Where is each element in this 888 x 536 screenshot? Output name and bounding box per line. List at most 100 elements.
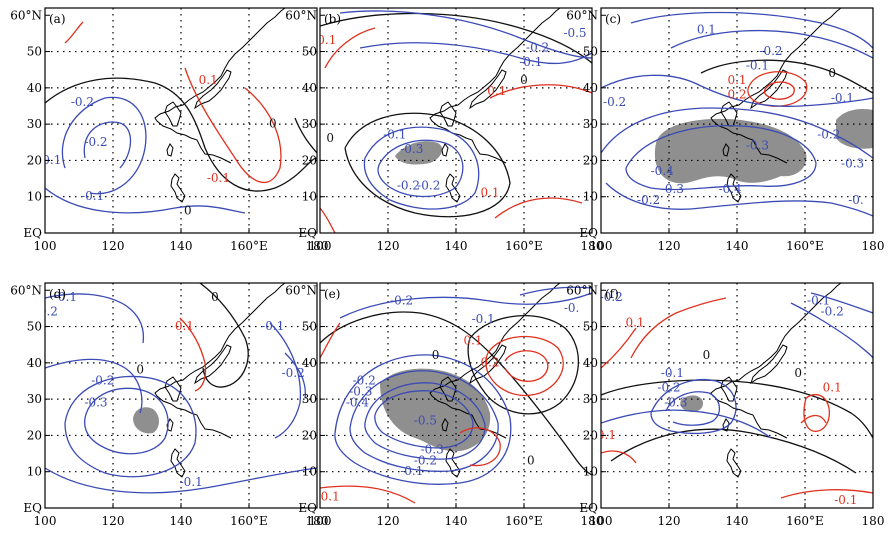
x-tick-label: 120 [658, 514, 681, 528]
contour-line-positive [601, 327, 637, 369]
contour-label: -0.3 [349, 384, 372, 398]
y-tick-label: EQ [23, 226, 42, 240]
contour-label: 0.2 [727, 88, 746, 102]
tick-marks-f [600, 289, 874, 509]
coastline-segment [194, 344, 232, 384]
panel-a: 0.1 -0.2 -0.2 0.1 -0.1 0 0 -0.1 (a) 100 120 140 160°… [10, 7, 328, 253]
x-tick-label: 160°E [230, 239, 268, 253]
contour-label: -0.1 [54, 290, 77, 304]
x-tick-label: 160°E [505, 239, 543, 253]
contours-c [601, 11, 873, 217]
panel-e: -0.2-0.1-0.0.10.20-0.2-0.3-0.4-0.5-0.3-0… [285, 282, 603, 528]
contour-label: 0 [520, 73, 528, 87]
contour-line-positive [630, 297, 727, 359]
grid-a [45, 8, 317, 233]
shaded-region-c-2 [836, 109, 873, 149]
x-tick-label: 140 [726, 514, 749, 528]
y-tick-label: 30 [302, 392, 317, 406]
y-tick-label: 50 [583, 45, 598, 59]
contour-label: 0.1 [175, 319, 194, 333]
x-tick-label: 160°E [786, 239, 824, 253]
contour-label: -0.3 [841, 157, 864, 171]
contour-label: -0.1 [180, 475, 203, 489]
contour-label: 0.1 [697, 22, 716, 36]
panel-c: 0.1-0.2-0.100.10.2-0.2 -0.1-0.3-0.4-0.4-0… [566, 7, 884, 253]
contour-label: -0.2 [414, 453, 437, 467]
y-tick-label: 10 [302, 465, 317, 479]
contour-line-zero [45, 77, 317, 192]
tick-marks-b [319, 14, 593, 234]
panel-label: (d) [49, 287, 66, 301]
contour-label: -0.1 [834, 493, 857, 507]
contour-line-positive [320, 322, 341, 359]
contour-label: -0.1 [400, 464, 423, 478]
y-tick-label: 60°N [566, 283, 598, 297]
contour-label: -0.2 [657, 381, 680, 395]
y-tick-label: 50 [302, 320, 317, 334]
y-tick-label: 40 [302, 356, 317, 370]
x-tick-label: 180 [862, 514, 885, 528]
contour-label: 0.1 [487, 84, 506, 98]
contour-label: -0.3 [746, 138, 769, 152]
y-tick-label: 40 [27, 81, 42, 95]
plot-area-a: 0.1 -0.2 -0.2 0.1 -0.1 0 0 -0.1 [45, 8, 317, 233]
contour-line-negative [45, 467, 317, 494]
contour-label: 0 [527, 453, 535, 467]
panel-label: (b) [324, 12, 341, 26]
coastline-segment [170, 173, 186, 203]
contour-line-positive [320, 207, 336, 233]
x-tick-label: 120 [658, 239, 681, 253]
contour-label: -0. [848, 193, 864, 207]
y-tick-label: 10 [27, 465, 42, 479]
coastline-segment [445, 448, 461, 478]
contour-label: -0.2 [91, 373, 114, 387]
shaded-region-e-1 [380, 368, 491, 452]
contour-label: -0.3 [661, 182, 684, 196]
x-tick-label: 120 [377, 514, 400, 528]
contour-line-positive [504, 350, 549, 382]
coastline-segment [154, 8, 286, 164]
coastline-d [154, 283, 286, 478]
shaded-region-d-1 [133, 407, 159, 434]
contour-label: -0.1 [472, 312, 495, 326]
contour-label: -0.2 [526, 40, 549, 54]
y-tick-label: 10 [302, 190, 317, 204]
contour-label: -0.2 [84, 135, 107, 149]
contour-line-negative [61, 96, 147, 195]
y-tick-label: 20 [302, 428, 317, 442]
contour-line-positive [489, 84, 592, 99]
contour-label: 0.1 [823, 381, 842, 395]
contour-line-zero [344, 112, 511, 218]
x-tick-label: 160°E [230, 514, 268, 528]
y-tick-label: EQ [579, 501, 598, 515]
contour-line-negative [670, 29, 873, 59]
panel-label: (c) [605, 12, 621, 26]
contour-label: 0.2 [480, 355, 499, 369]
contour-label: 0 [326, 131, 334, 145]
contours-e [320, 286, 592, 504]
y-tick-label: EQ [23, 501, 42, 515]
x-tick-label: 120 [102, 514, 125, 528]
contour-label: -0.5 [563, 26, 586, 40]
contour-label: -0.1 [661, 366, 684, 380]
contour-line-negative [601, 74, 873, 107]
contour-label: 0.1 [199, 73, 218, 87]
y-tick-label: 60°N [566, 8, 598, 22]
contour-label: -0.2 [397, 178, 420, 192]
contour-line-positive [459, 427, 501, 467]
contour-line-positive [763, 81, 795, 100]
coastline-b [429, 8, 561, 203]
contour-line-negative [650, 378, 737, 435]
plot-area-c: 0.1-0.2-0.100.10.2-0.2 -0.1-0.3-0.4-0.4-0… [601, 8, 873, 233]
contour-label: -0.1 [746, 59, 769, 73]
contour-line-negative [374, 390, 474, 449]
contour-label: -0.1 [519, 55, 542, 69]
contour-label: -0.5 [414, 413, 437, 427]
panel-label: (f) [605, 287, 619, 301]
y-tick-label: 20 [27, 153, 42, 167]
y-tick-label: 30 [302, 117, 317, 131]
contour-line-positive [64, 21, 84, 44]
contour-label: -0.1 [593, 428, 616, 442]
contour-label: -0.3 [84, 395, 107, 409]
